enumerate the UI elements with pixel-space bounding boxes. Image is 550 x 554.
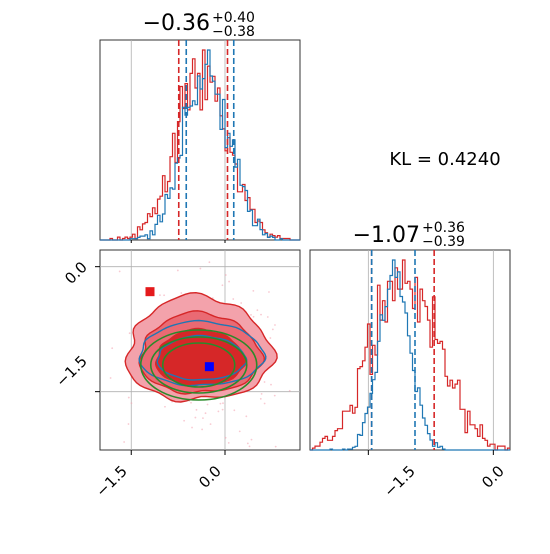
joint-scatter-point <box>127 423 130 425</box>
joint-green-ellipse <box>149 336 248 394</box>
joint-scatter-point <box>130 402 133 405</box>
joint-scatter-point <box>233 409 236 412</box>
joint-x-tick-label: 0.0 <box>195 462 225 492</box>
joint-scatter-point <box>222 402 224 405</box>
joint-scatter-point <box>219 402 222 405</box>
joint-scatter-point <box>246 442 249 445</box>
joint-scatter-point <box>260 313 262 316</box>
joint-scatter-point <box>176 269 179 272</box>
marginal-x-frame <box>99 39 301 241</box>
joint-scatter-point <box>163 294 166 297</box>
marginal-y-title-sup: +0.36 <box>422 220 465 236</box>
joint-scatter-point <box>202 417 204 420</box>
joint-scatter-point <box>274 324 276 326</box>
joint-scatter-point <box>248 445 251 448</box>
joint-contours <box>109 261 291 448</box>
joint-scatter-point <box>180 292 183 294</box>
joint-scatter-point <box>217 410 220 413</box>
joint-scatter-point <box>190 401 192 404</box>
joint-scatter-point <box>195 408 198 411</box>
joint-scatter-point <box>209 423 212 426</box>
joint-scatter-point <box>194 416 197 419</box>
joint-scatter-point <box>208 261 211 264</box>
joint-marker <box>145 287 155 297</box>
joint-scatter-point <box>271 328 274 331</box>
marginal-y-hist-blue <box>310 259 510 451</box>
joint-y-tick-label: 0.0 <box>61 258 91 288</box>
joint-scatter-point <box>204 412 207 415</box>
joint-scatter-point <box>268 291 270 293</box>
joint-scatter-point <box>250 313 252 316</box>
joint-blue-contour-inner <box>156 334 248 381</box>
joint-scatter-point <box>109 377 112 379</box>
marginal-y-x-tick-label: −1.5 <box>380 462 418 500</box>
joint-scatter-point <box>260 392 263 395</box>
joint-scatter-point <box>221 408 224 411</box>
joint-scatter-point <box>252 315 255 318</box>
joint-scatter-point <box>288 389 291 392</box>
marginal-x-histograms <box>100 40 300 241</box>
joint-scatter-point <box>206 403 209 406</box>
joint-x-tick-label: −1.5 <box>92 462 130 500</box>
joint-scatter-point <box>191 426 193 429</box>
joint-scatter-point <box>111 347 114 350</box>
marginal-y-x-tick-label: 0.0 <box>478 462 508 492</box>
joint-scatter-point <box>250 438 253 441</box>
joint-scatter-point <box>227 441 230 444</box>
joint-scatter-point <box>118 270 121 273</box>
marginal-y-title-sub: −0.39 <box>422 234 465 250</box>
marginal-y-frame <box>309 249 511 451</box>
joint-scatter-point <box>123 441 126 443</box>
joint-scatter-point <box>128 332 131 335</box>
joint-marker <box>204 362 214 372</box>
marginal-y-hist-red <box>310 259 510 451</box>
joint-scatter-point <box>199 267 202 270</box>
joint-scatter-point <box>263 402 266 405</box>
joint-scatter-point <box>259 397 262 400</box>
joint-scatter-point <box>183 419 186 422</box>
joint-scatter-point <box>221 284 224 287</box>
marginal-y-histograms <box>310 250 510 451</box>
joint-scatter-point <box>245 415 248 418</box>
joint-scatter-point <box>240 302 243 304</box>
joint-scatter-point <box>127 396 130 399</box>
joint-scatter-point <box>238 430 241 433</box>
joint-scatter-point <box>274 445 277 448</box>
joint-scatter-point <box>256 309 259 312</box>
joint-scatter-point <box>266 316 269 318</box>
joint-scatter-point <box>164 405 166 408</box>
joint-scatter-point <box>201 428 204 431</box>
joint-green-ellipse <box>161 342 236 388</box>
tick-marks <box>95 240 494 455</box>
joint-scatter-point <box>263 381 266 383</box>
joint-scatter-point <box>270 383 272 386</box>
kl-annotation: KL = 0.4240 <box>389 149 500 170</box>
joint-scatter-point <box>228 280 230 283</box>
joint-scatter-point <box>232 298 235 300</box>
joint-blue-contour-outer <box>138 319 267 387</box>
joint-y-tick-label: −1.5 <box>52 352 90 390</box>
joint-scatter-point <box>273 394 276 397</box>
joint-scatter-point <box>269 337 272 339</box>
joint-frame <box>99 249 301 451</box>
joint-scatter-point <box>224 436 227 439</box>
marginal-y-title: −1.07 <box>353 223 420 248</box>
marginal-x-title-sup: +0.40 <box>212 10 255 26</box>
marginal-x-hist-blue <box>100 49 300 241</box>
joint-scatter-point <box>224 274 227 276</box>
marginal-x-title: −0.36 <box>143 11 210 36</box>
joint-scatter-point <box>159 294 161 297</box>
marginal-x-title-sub: −0.38 <box>212 24 255 40</box>
joint-green-ellipse <box>139 329 258 401</box>
joint-scatter-point <box>252 289 255 292</box>
